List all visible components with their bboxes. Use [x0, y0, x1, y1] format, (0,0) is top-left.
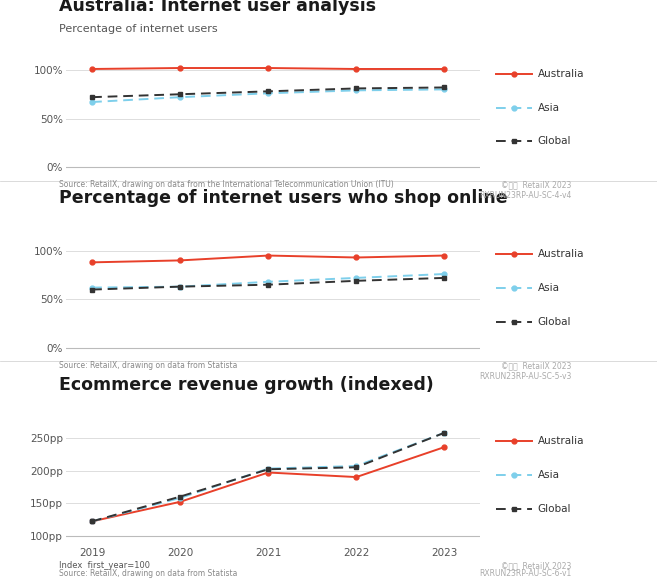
- Text: Global: Global: [537, 317, 571, 327]
- Text: Australia: Internet user analysis: Australia: Internet user analysis: [59, 0, 376, 15]
- Text: Source: RetailX, drawing on data from Statista: Source: RetailX, drawing on data from St…: [59, 361, 237, 370]
- Text: ©Ⓡⓞ  RetailX 2023: ©Ⓡⓞ RetailX 2023: [501, 361, 572, 370]
- Text: ©Ⓡⓞ  RetailX 2023: ©Ⓡⓞ RetailX 2023: [501, 181, 572, 189]
- Text: Australia: Australia: [537, 436, 584, 446]
- Text: ©Ⓡⓞ  RetailX 2023: ©Ⓡⓞ RetailX 2023: [501, 561, 572, 570]
- Text: Percentage of internet users: Percentage of internet users: [59, 24, 217, 34]
- Text: Source: RetailX, drawing on data from Statista: Source: RetailX, drawing on data from St…: [59, 570, 237, 578]
- Text: RXRUN23RP-AU-SC-4-v4: RXRUN23RP-AU-SC-4-v4: [479, 191, 572, 200]
- Text: Asia: Asia: [537, 470, 559, 480]
- Text: Global: Global: [537, 504, 571, 514]
- Text: Percentage of internet users who shop online: Percentage of internet users who shop on…: [59, 189, 508, 208]
- Text: Global: Global: [537, 136, 571, 146]
- Text: Asia: Asia: [537, 103, 559, 113]
- Text: Asia: Asia: [537, 283, 559, 293]
- Text: Ecommerce revenue growth (indexed): Ecommerce revenue growth (indexed): [59, 376, 434, 394]
- Text: RXRUN23RP-AU-SC-5-v3: RXRUN23RP-AU-SC-5-v3: [479, 372, 572, 381]
- Text: Australia: Australia: [537, 250, 584, 259]
- Text: Index  first_year=100: Index first_year=100: [59, 561, 150, 570]
- Text: Australia: Australia: [537, 69, 584, 79]
- Text: Source: RetailX, drawing on data from the International Telecommunication Union : Source: RetailX, drawing on data from th…: [59, 181, 394, 189]
- Text: RXRUN23RP-AU-SC-6-v1: RXRUN23RP-AU-SC-6-v1: [480, 570, 572, 578]
